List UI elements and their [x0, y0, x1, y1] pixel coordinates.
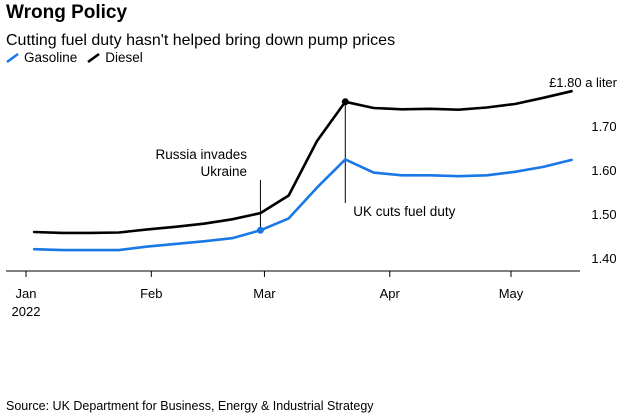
annotation-text-fuel-duty: UK cuts fuel duty [353, 204, 455, 219]
legend-item-gasoline: Gasoline [6, 50, 77, 65]
x-tick-label: Jan [16, 286, 37, 301]
x-tick-label: Mar [253, 286, 276, 301]
annotation-point-russia [256, 226, 264, 234]
legend-item-diesel: Diesel [87, 50, 143, 65]
chart-subtitle: Cutting fuel duty hasn't helped bring do… [6, 32, 396, 49]
legend: Gasoline Diesel [6, 50, 153, 65]
y-tick-label: 1.70 [591, 119, 616, 134]
chart-title: Wrong Policy [6, 2, 128, 23]
y-tick-label: 1.40 [591, 251, 616, 266]
x-tick-label: Feb [140, 286, 162, 301]
annotation-text-russia: Ukraine [200, 164, 247, 179]
y-tick-label: 1.60 [591, 163, 616, 178]
legend-label-diesel: Diesel [105, 50, 143, 65]
x-tick-label: May [499, 286, 524, 301]
annotation-text-russia: Russia invades [155, 147, 247, 162]
series-line-diesel [32, 89, 573, 235]
source-note: Source: UK Department for Business, Ener… [6, 399, 374, 413]
x-tick-sublabel: 2022 [12, 304, 41, 319]
y-unit-label: £1.80 a liter [549, 75, 618, 90]
y-tick-label: 1.50 [591, 207, 616, 222]
x-tick-label: Apr [380, 286, 401, 301]
annotation-point-fuel-duty [341, 98, 349, 106]
gasoline-swatch-icon [6, 52, 19, 63]
legend-label-gasoline: Gasoline [24, 50, 78, 65]
diesel-swatch-icon [87, 52, 101, 63]
series-line-gasoline [32, 158, 573, 252]
